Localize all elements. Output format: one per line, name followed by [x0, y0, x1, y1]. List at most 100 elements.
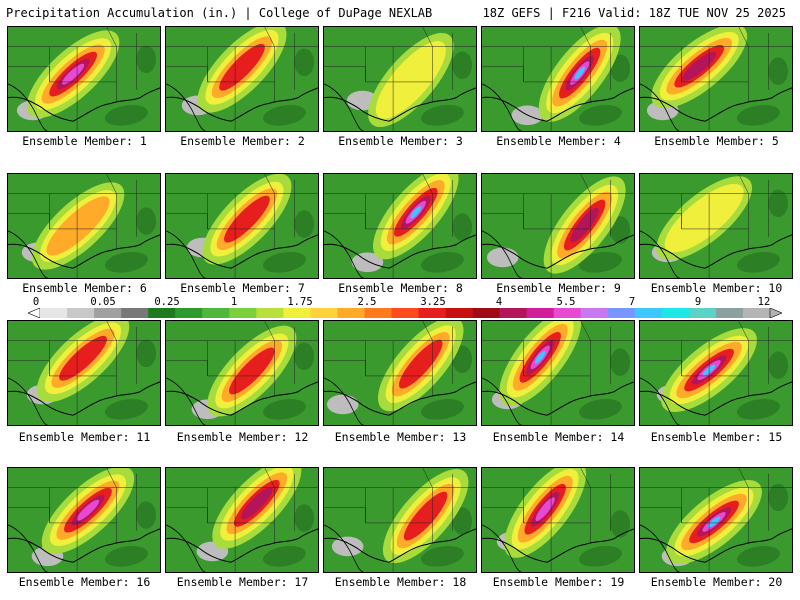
ensemble-member-map: [481, 173, 635, 279]
ensemble-member-label: Ensemble Member: 7: [180, 281, 305, 295]
precipitation-field: [166, 27, 318, 131]
precipitation-field: [640, 468, 792, 572]
ensemble-member-map: [481, 467, 635, 573]
precipitation-field: [8, 174, 160, 278]
precipitation-field: [482, 27, 634, 131]
ensemble-member-map: [7, 320, 161, 426]
colorbar-label: 9: [694, 296, 702, 308]
colorbar-label: 0.05: [90, 296, 116, 308]
colorbar-labels: 0 0.05 0.25 1 1.75 2.5 3.25 4 5.5 7 9 12: [0, 296, 800, 308]
colorbar-swatch: [445, 308, 473, 318]
precipitation-field: [8, 27, 160, 131]
ensemble-member-map: [165, 320, 319, 426]
colorbar-swatch: [526, 308, 555, 318]
colorbar-label: 0.25: [154, 296, 180, 308]
ensemble-member-label: Ensemble Member: 3: [338, 134, 463, 148]
colorbar-swatch: [580, 308, 609, 318]
colorbar: [28, 308, 782, 318]
colorbar-swatch: [229, 308, 257, 318]
precipitation-field: [166, 321, 318, 425]
ensemble-member-map: [639, 173, 793, 279]
precipitation-field: [640, 27, 792, 131]
ensemble-member-label: Ensemble Member: 17: [176, 575, 309, 589]
ensemble-member-map: [323, 320, 477, 426]
colorbar-swatch: [148, 308, 176, 318]
colorbar-swatch: [202, 308, 230, 318]
ensemble-member-map: [639, 26, 793, 132]
colorbar-label: 3.25: [420, 296, 446, 308]
precipitation-field: [8, 321, 160, 425]
precipitation-field: [640, 174, 792, 278]
precipitation-field: [640, 321, 792, 425]
colorbar-swatch: [391, 308, 419, 318]
ensemble-member-map: [323, 467, 477, 573]
colorbar-swatch: [364, 308, 392, 318]
ensemble-member-label: Ensemble Member: 2: [180, 134, 305, 148]
colorbar-label: 5.5: [556, 296, 576, 308]
colorbar-label: 2.5: [357, 296, 377, 308]
ensemble-member-label: Ensemble Member: 11: [18, 430, 151, 444]
ensemble-member-label: Ensemble Member: 19: [492, 575, 625, 589]
colorbar-swatch: [175, 308, 203, 318]
colorbar-swatch: [94, 308, 122, 318]
ensemble-member-label: Ensemble Member: 18: [334, 575, 467, 589]
ensemble-member-map: [165, 173, 319, 279]
precipitation-field: [482, 321, 634, 425]
colorbar-label: 7: [628, 296, 636, 308]
run-valid-time: 18Z GEFS | F216 Valid: 18Z TUE NOV 25 20…: [482, 6, 786, 20]
ensemble-member-label: Ensemble Member: 5: [654, 134, 779, 148]
colorbar-swatch: [472, 308, 500, 318]
colorbar-swatch: [310, 308, 338, 318]
ensemble-member-map: [323, 26, 477, 132]
precipitation-field: [8, 468, 160, 572]
ensemble-member-label: Ensemble Member: 12: [176, 430, 309, 444]
ensemble-member-label: Ensemble Member: 9: [496, 281, 621, 295]
ensemble-member-label: Ensemble Member: 4: [496, 134, 621, 148]
colorbar-label: 1.75: [287, 296, 313, 308]
colorbar-swatch: [499, 308, 527, 318]
colorbar-max-arrow: [769, 308, 782, 318]
colorbar-swatch: [121, 308, 149, 318]
colorbar-label: 4: [495, 296, 503, 308]
ensemble-member-map: [481, 320, 635, 426]
colorbar-swatch: [283, 308, 311, 318]
ensemble-member-map: [165, 467, 319, 573]
colorbar-swatch: [40, 308, 68, 318]
colorbar-swatch: [742, 308, 771, 318]
ensemble-member-label: Ensemble Member: 13: [334, 430, 467, 444]
ensemble-member-label: Ensemble Member: 15: [650, 430, 783, 444]
colorbar-swatch: [67, 308, 95, 318]
colorbar-swatch: [661, 308, 690, 318]
ensemble-member-map: [7, 467, 161, 573]
map-title: Precipitation Accumulation (in.) | Colle…: [6, 6, 433, 20]
colorbar-swatch: [688, 308, 717, 318]
ensemble-member-label: Ensemble Member: 1: [22, 134, 147, 148]
colorbar-swatch: [607, 308, 636, 318]
precipitation-field: [324, 27, 476, 131]
precipitation-field: [166, 174, 318, 278]
precipitation-field: [324, 321, 476, 425]
header: Precipitation Accumulation (in.) | Colle…: [0, 0, 800, 24]
colorbar-label: 1: [230, 296, 238, 308]
ensemble-member-label: Ensemble Member: 10: [650, 281, 783, 295]
colorbar-swatch: [553, 308, 582, 318]
ensemble-member-label: Ensemble Member: 6: [22, 281, 147, 295]
colorbar-label: 12: [757, 296, 771, 308]
ensemble-member-label: Ensemble Member: 20: [650, 575, 783, 589]
precipitation-field: [482, 468, 634, 572]
colorbar-swatch: [337, 308, 365, 318]
colorbar-swatch: [256, 308, 284, 318]
colorbar-label: 0: [32, 296, 40, 308]
precipitation-field: [166, 468, 318, 572]
ensemble-member-label: Ensemble Member: 16: [18, 575, 151, 589]
ensemble-member-map: [639, 467, 793, 573]
ensemble-member-label: Ensemble Member: 14: [492, 430, 625, 444]
precipitation-field: [324, 174, 476, 278]
ensemble-member-map: [323, 173, 477, 279]
colorbar-swatch: [418, 308, 446, 318]
ensemble-member-map: [481, 26, 635, 132]
colorbar-min-arrow: [28, 308, 41, 318]
ensemble-member-map: [7, 173, 161, 279]
ensemble-member-map: [639, 320, 793, 426]
precipitation-field: [482, 174, 634, 278]
